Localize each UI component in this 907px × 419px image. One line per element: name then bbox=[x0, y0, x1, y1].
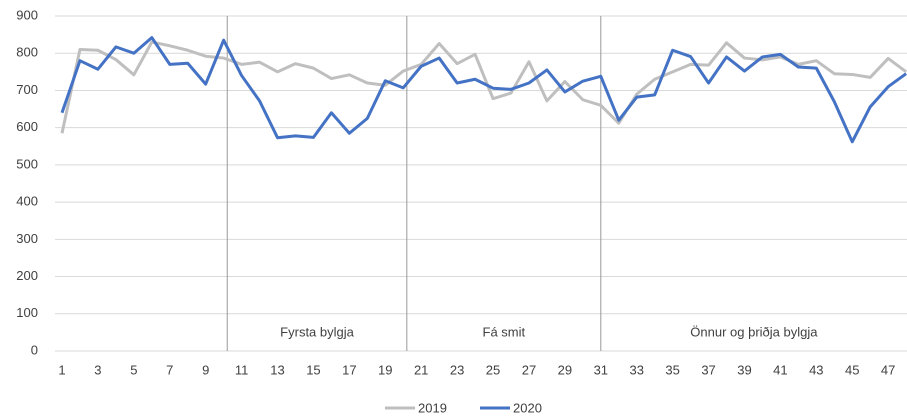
period-label: Fyrsta bylgja bbox=[280, 324, 354, 339]
x-tick-label: 1 bbox=[58, 362, 65, 377]
x-tick-label: 9 bbox=[202, 362, 209, 377]
x-tick-label: 45 bbox=[845, 362, 859, 377]
y-tick-label: 700 bbox=[16, 82, 38, 97]
x-tick-label: 17 bbox=[342, 362, 356, 377]
y-tick-label: 0 bbox=[31, 342, 38, 357]
x-tick-label: 33 bbox=[629, 362, 643, 377]
y-tick-label: 400 bbox=[16, 194, 38, 209]
x-tick-label: 31 bbox=[594, 362, 608, 377]
x-tick-label: 43 bbox=[809, 362, 823, 377]
period-label: Önnur og þriðja bylgja bbox=[690, 324, 818, 339]
y-tick-label: 500 bbox=[16, 156, 38, 171]
x-tick-label: 15 bbox=[306, 362, 320, 377]
x-tick-label: 35 bbox=[665, 362, 679, 377]
x-tick-label: 13 bbox=[270, 362, 284, 377]
x-tick-label: 7 bbox=[166, 362, 173, 377]
legend-label: 2019 bbox=[418, 400, 447, 415]
x-tick-label: 5 bbox=[130, 362, 137, 377]
line-series bbox=[60, 40, 907, 134]
y-tick-label: 900 bbox=[16, 7, 38, 22]
y-tick-label: 300 bbox=[16, 231, 38, 246]
period-label: Fá smit bbox=[483, 324, 526, 339]
y-tick-label: 100 bbox=[16, 305, 38, 320]
x-tick-label: 23 bbox=[450, 362, 464, 377]
x-tick-label: 39 bbox=[737, 362, 751, 377]
x-tick-label: 29 bbox=[558, 362, 572, 377]
y-tick-label: 800 bbox=[16, 45, 38, 60]
x-tick-label: 3 bbox=[94, 362, 101, 377]
y-tick-label: 600 bbox=[16, 119, 38, 134]
x-tick-label: 21 bbox=[414, 362, 428, 377]
line-series bbox=[60, 36, 907, 144]
x-tick-label: 27 bbox=[522, 362, 536, 377]
x-tick-label: 25 bbox=[486, 362, 500, 377]
x-tick-label: 19 bbox=[378, 362, 392, 377]
x-tick-label: 37 bbox=[701, 362, 715, 377]
x-tick-label: 47 bbox=[881, 362, 895, 377]
x-tick-label: 41 bbox=[773, 362, 787, 377]
y-tick-label: 200 bbox=[16, 268, 38, 283]
legend-label: 2020 bbox=[513, 400, 542, 415]
x-tick-label: 11 bbox=[235, 362, 249, 377]
